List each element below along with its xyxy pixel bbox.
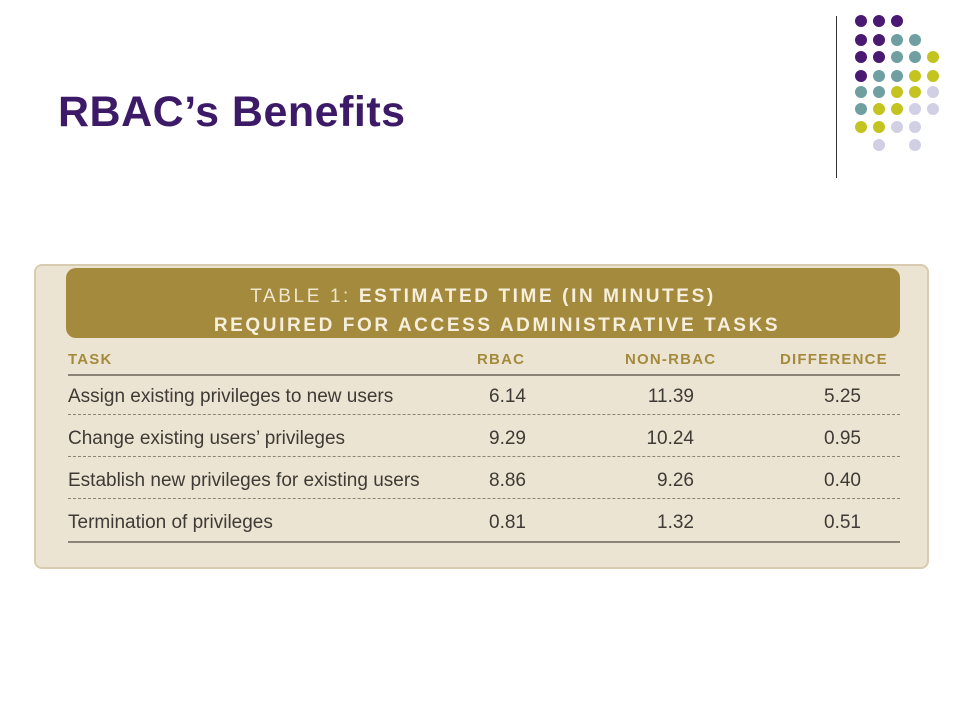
decorative-dot (855, 70, 867, 82)
decorative-dot (873, 103, 885, 115)
decorative-dot (927, 103, 939, 115)
table-subtitle: REQUIRED FOR ACCESS ADMINISTRATIVE TASKS (213, 315, 781, 336)
decorative-dot (873, 51, 885, 63)
decorative-dot (891, 121, 903, 133)
table-cell-difference: 0.51 (824, 512, 861, 533)
decorative-dot (909, 139, 921, 151)
table-title: TABLE 1: ESTIMATED TIME (IN MINUTES) (66, 286, 900, 308)
decorative-dot (927, 70, 939, 82)
table-cell-task: Establish new privileges for existing us… (68, 470, 420, 491)
table-bottom-rule (68, 541, 900, 543)
header-rule (68, 374, 900, 376)
decorative-dot (909, 103, 921, 115)
table-cell-rbac: 0.81 (489, 512, 526, 533)
decorative-dot (927, 51, 939, 63)
table-cell-task: Change existing users’ privileges (68, 428, 346, 449)
decorative-dot (855, 121, 867, 133)
table-cell-non-rbac: 11.39 (647, 386, 694, 407)
title-divider (836, 16, 837, 178)
decorative-dot (909, 70, 921, 82)
column-header-non-rbac: NON-RBAC (625, 351, 717, 368)
data-table: TABLE 1: ESTIMATED TIME (IN MINUTES) REQ… (34, 264, 929, 569)
decorative-dot (873, 139, 885, 151)
column-header-difference: DIFFERENCE (780, 351, 888, 368)
decorative-dot (891, 51, 903, 63)
table-cell-non-rbac: 9.26 (657, 470, 694, 491)
table-cell-task: Termination of privileges (68, 512, 273, 533)
table-cell-rbac: 8.86 (489, 470, 526, 491)
decorative-dot (891, 34, 903, 46)
table-cell-non-rbac: 10.24 (646, 428, 694, 449)
row-divider (68, 414, 900, 415)
decorative-dot (909, 86, 921, 98)
decorative-dot (873, 34, 885, 46)
table-cell-non-rbac: 1.32 (657, 512, 694, 533)
decorative-dot (873, 70, 885, 82)
column-header-task: TASK (68, 351, 113, 368)
decorative-dot (909, 121, 921, 133)
table-title-banner: TABLE 1: ESTIMATED TIME (IN MINUTES) REQ… (66, 268, 900, 338)
decorative-dot (873, 15, 885, 27)
table-cell-rbac: 9.29 (489, 428, 526, 449)
decorative-dot (909, 34, 921, 46)
table-cell-difference: 0.40 (824, 470, 861, 491)
column-header-rbac: RBAC (477, 351, 526, 368)
decorative-dot (909, 51, 921, 63)
decorative-dot (873, 86, 885, 98)
decorative-dot (855, 86, 867, 98)
decorative-dot (891, 70, 903, 82)
decorative-dot (891, 15, 903, 27)
decorative-dot (855, 51, 867, 63)
table-number-label: TABLE 1: (250, 286, 351, 307)
row-divider (68, 456, 900, 457)
slide-title: RBAC’s Benefits (58, 88, 406, 136)
table-cell-difference: 0.95 (824, 428, 861, 449)
row-divider (68, 498, 900, 499)
decorative-dot (927, 86, 939, 98)
table-cell-difference: 5.25 (824, 386, 861, 407)
decorative-dot (855, 15, 867, 27)
table-title-text: ESTIMATED TIME (IN MINUTES) (358, 286, 716, 307)
table-cell-task: Assign existing privileges to new users (68, 386, 394, 407)
decorative-dot (891, 103, 903, 115)
table-cell-rbac: 6.14 (489, 386, 526, 407)
decorative-dot (891, 86, 903, 98)
decorative-dot (855, 34, 867, 46)
decorative-dot (855, 103, 867, 115)
decorative-dot (873, 121, 885, 133)
